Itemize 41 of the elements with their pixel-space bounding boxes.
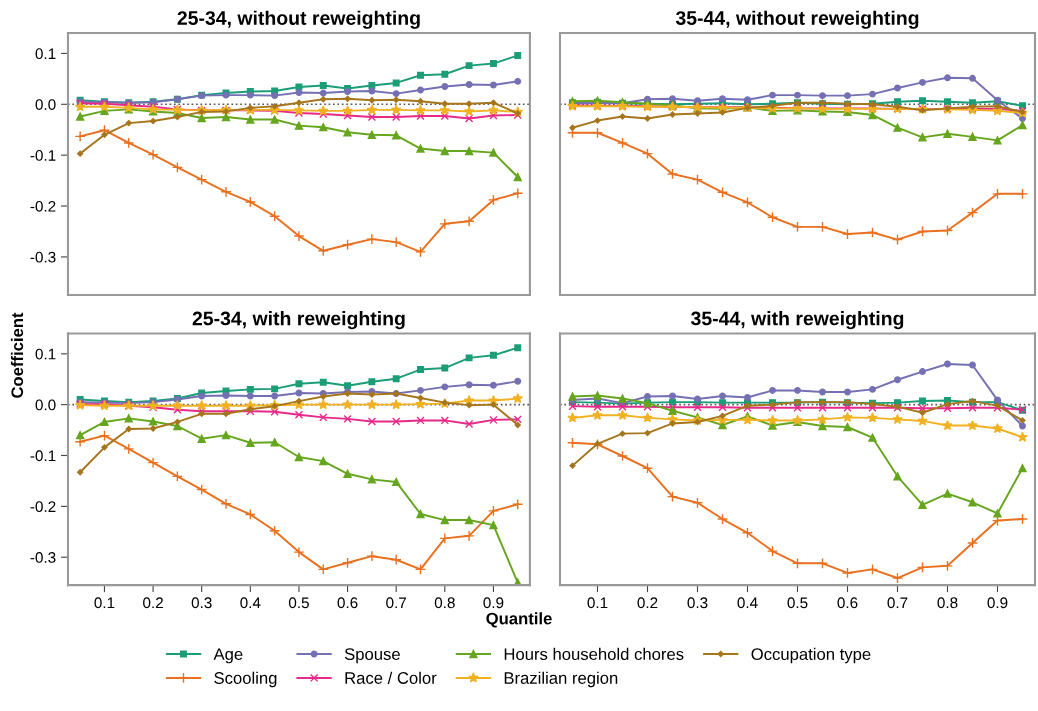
x-axis-title: Quantile: [486, 612, 552, 628]
x-tick-label: 0.5: [787, 597, 808, 609]
x-tick-label: 0.1: [587, 597, 608, 609]
x-tick-label: 0.4: [737, 597, 758, 609]
y-tick-label: 0.1: [35, 348, 56, 360]
y-axis-title: Coefficient: [10, 312, 24, 398]
y-tick-label: 0.1: [35, 48, 56, 60]
y-tick-label: -0.1: [30, 150, 56, 161]
y-tick-label: -0.2: [30, 501, 56, 513]
legend-label: Brazilian region: [504, 671, 618, 688]
legend-label: Spouse: [344, 648, 400, 664]
legend-label: Race / Color: [345, 671, 437, 684]
y-tick-label: -0.3: [30, 552, 56, 563]
x-tick-label: 0.8: [434, 597, 455, 609]
legend-label: Age: [213, 648, 243, 664]
x-tick-label: 0.5: [288, 597, 309, 609]
x-tick-label: 0.3: [191, 597, 212, 609]
x-tick-label: 0.9: [987, 597, 1008, 609]
y-tick-label: -0.2: [30, 200, 56, 212]
legend-label: Scooling: [214, 671, 277, 688]
x-tick-label: 0.1: [94, 597, 115, 609]
y-tick-label: -0.3: [30, 251, 56, 263]
x-tick-label: 0.2: [143, 597, 163, 609]
x-tick-label: 0.6: [337, 597, 358, 609]
y-tick-label: 0.0: [35, 399, 56, 411]
legend-label: Hours household chores: [504, 647, 684, 661]
chart-title: 35-44, with reweighting: [690, 311, 904, 330]
x-tick-label: 0.7: [887, 597, 908, 609]
chart-title: 25-34, without reweighting: [177, 10, 420, 29]
x-tick-label: 0.6: [837, 597, 858, 609]
y-tick-label: -0.1: [30, 450, 56, 462]
y-tick-label: 0.0: [35, 99, 56, 110]
legend-label: Occupation type: [751, 647, 871, 664]
x-tick-label: 0.2: [637, 597, 658, 609]
x-tick-label: 0.9: [483, 597, 504, 609]
x-tick-label: 0.3: [687, 597, 708, 609]
x-tick-label: 0.7: [386, 597, 407, 609]
x-tick-label: 0.4: [240, 597, 261, 609]
chart-title: 25-34, with reweighting: [192, 311, 405, 330]
chart-title: 35-44, without reweighting: [675, 10, 919, 29]
x-tick-label: 0.8: [937, 597, 958, 609]
